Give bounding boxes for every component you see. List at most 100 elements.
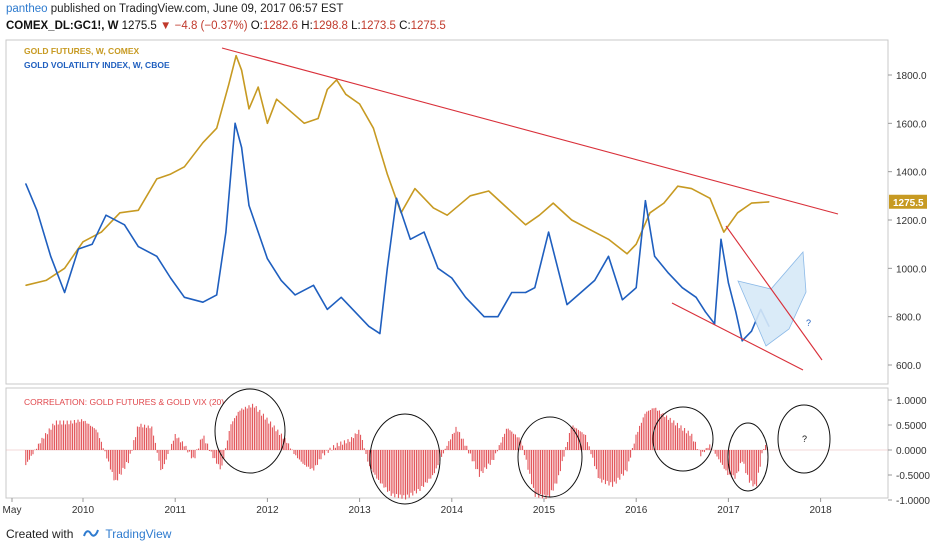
series-point bbox=[644, 200, 647, 202]
series-point bbox=[589, 229, 591, 231]
close-value: 1275.5 bbox=[410, 20, 446, 32]
series-point bbox=[594, 279, 596, 282]
highlight-ellipse bbox=[727, 422, 769, 492]
x-tick-label: 2012 bbox=[256, 505, 279, 516]
series-point bbox=[506, 207, 508, 209]
series-point bbox=[25, 183, 27, 185]
series-point bbox=[240, 69, 243, 71]
series-point bbox=[156, 178, 158, 180]
series-point bbox=[735, 311, 737, 313]
x-tick-label: 2011 bbox=[164, 505, 186, 516]
series-point bbox=[216, 127, 218, 129]
correlation-question: ? bbox=[802, 434, 807, 444]
series-point bbox=[276, 98, 278, 100]
series-point bbox=[77, 248, 79, 250]
created-with-text: Created with bbox=[6, 527, 74, 541]
series-point bbox=[524, 291, 527, 294]
series-point bbox=[266, 258, 268, 260]
series-point bbox=[451, 277, 453, 279]
series-point bbox=[169, 277, 172, 279]
series-point bbox=[750, 330, 753, 332]
series-point bbox=[82, 241, 84, 243]
legend-gold-futures: GOLD FUTURES, W, COMEX bbox=[24, 46, 140, 56]
corr-y-tick-label: 0.5000 bbox=[896, 421, 927, 432]
x-tick-label: 2013 bbox=[348, 505, 371, 516]
series-point bbox=[280, 279, 282, 282]
series-point bbox=[225, 231, 227, 233]
series-point bbox=[372, 127, 375, 129]
series-point bbox=[511, 291, 513, 294]
highlight-ellipse bbox=[214, 388, 286, 474]
series-point bbox=[294, 294, 296, 296]
corr-y-tick-label: -0.5000 bbox=[896, 471, 930, 482]
series-point bbox=[469, 195, 471, 197]
series-point bbox=[137, 209, 139, 211]
y-tick-label: 800.0 bbox=[896, 313, 921, 324]
open-value: 1282.6 bbox=[262, 20, 299, 32]
series-point bbox=[354, 311, 356, 313]
series-point bbox=[202, 301, 204, 303]
series-point bbox=[202, 142, 204, 144]
open-label: O: bbox=[250, 20, 263, 32]
series-point bbox=[607, 238, 610, 240]
tradingview-link[interactable]: TradingView bbox=[105, 527, 172, 541]
series-point bbox=[248, 204, 250, 207]
series-point bbox=[257, 86, 259, 88]
series-point bbox=[737, 212, 739, 214]
series-point bbox=[621, 299, 623, 301]
x-tick-label: 2016 bbox=[625, 505, 648, 516]
series-point bbox=[552, 202, 554, 204]
y-tick-label: 1200.0 bbox=[896, 216, 927, 227]
series-point bbox=[727, 282, 730, 284]
series-point bbox=[534, 287, 536, 289]
series-point bbox=[635, 243, 637, 245]
highlight-ellipse bbox=[369, 413, 441, 505]
series-point bbox=[63, 267, 66, 269]
highlight-ellipse bbox=[777, 404, 831, 474]
series-point bbox=[216, 294, 218, 296]
series-point bbox=[317, 117, 319, 120]
x-tick-label: May bbox=[3, 505, 22, 516]
series-point bbox=[548, 231, 550, 233]
series-point bbox=[235, 55, 237, 57]
series-point bbox=[100, 231, 103, 233]
series-point bbox=[626, 253, 628, 255]
series-point bbox=[326, 88, 328, 91]
highlight-ellipse bbox=[652, 406, 714, 472]
series-point bbox=[105, 214, 107, 216]
series-point bbox=[326, 308, 328, 311]
y-tick-label: 1800.0 bbox=[896, 71, 927, 82]
corr-y-tick-label: 1.0000 bbox=[896, 396, 927, 407]
series-point bbox=[63, 291, 66, 294]
series-point bbox=[379, 332, 381, 335]
series-point bbox=[169, 173, 172, 175]
series-point bbox=[723, 231, 725, 233]
x-tick-label: 2010 bbox=[72, 505, 95, 516]
tradingview-logo-icon bbox=[83, 527, 100, 541]
series-point bbox=[437, 267, 439, 269]
series-point bbox=[654, 255, 656, 257]
series-point bbox=[768, 201, 770, 203]
highlight-ellipse bbox=[517, 416, 583, 498]
series-point bbox=[228, 84, 230, 86]
high-label: H: bbox=[301, 20, 313, 32]
series-point bbox=[386, 173, 388, 175]
price-change: −4.8 (−0.37%) bbox=[174, 20, 248, 32]
last-price-label: 1275.5 bbox=[893, 198, 924, 209]
series-point bbox=[395, 197, 398, 199]
series-point bbox=[289, 110, 292, 112]
series-point bbox=[607, 255, 610, 257]
series-point bbox=[50, 255, 52, 257]
series-point bbox=[25, 284, 27, 286]
author-link[interactable]: pantheo bbox=[6, 3, 48, 15]
corr-y-tick-label: 0.0000 bbox=[896, 446, 927, 457]
down-arrow-icon: ▼ bbox=[160, 20, 172, 32]
series-point bbox=[704, 311, 706, 313]
series-point bbox=[663, 202, 665, 204]
last-price-tag bbox=[889, 194, 927, 209]
chart-canvas[interactable]: 1800.0 1600.0 1400.0 1200.0 1000.0 800.0 600.0… bbox=[0, 34, 932, 516]
series-point bbox=[538, 214, 540, 216]
series-point bbox=[483, 316, 485, 318]
series-point bbox=[234, 122, 236, 124]
x-tick-label: 2018 bbox=[809, 505, 832, 516]
